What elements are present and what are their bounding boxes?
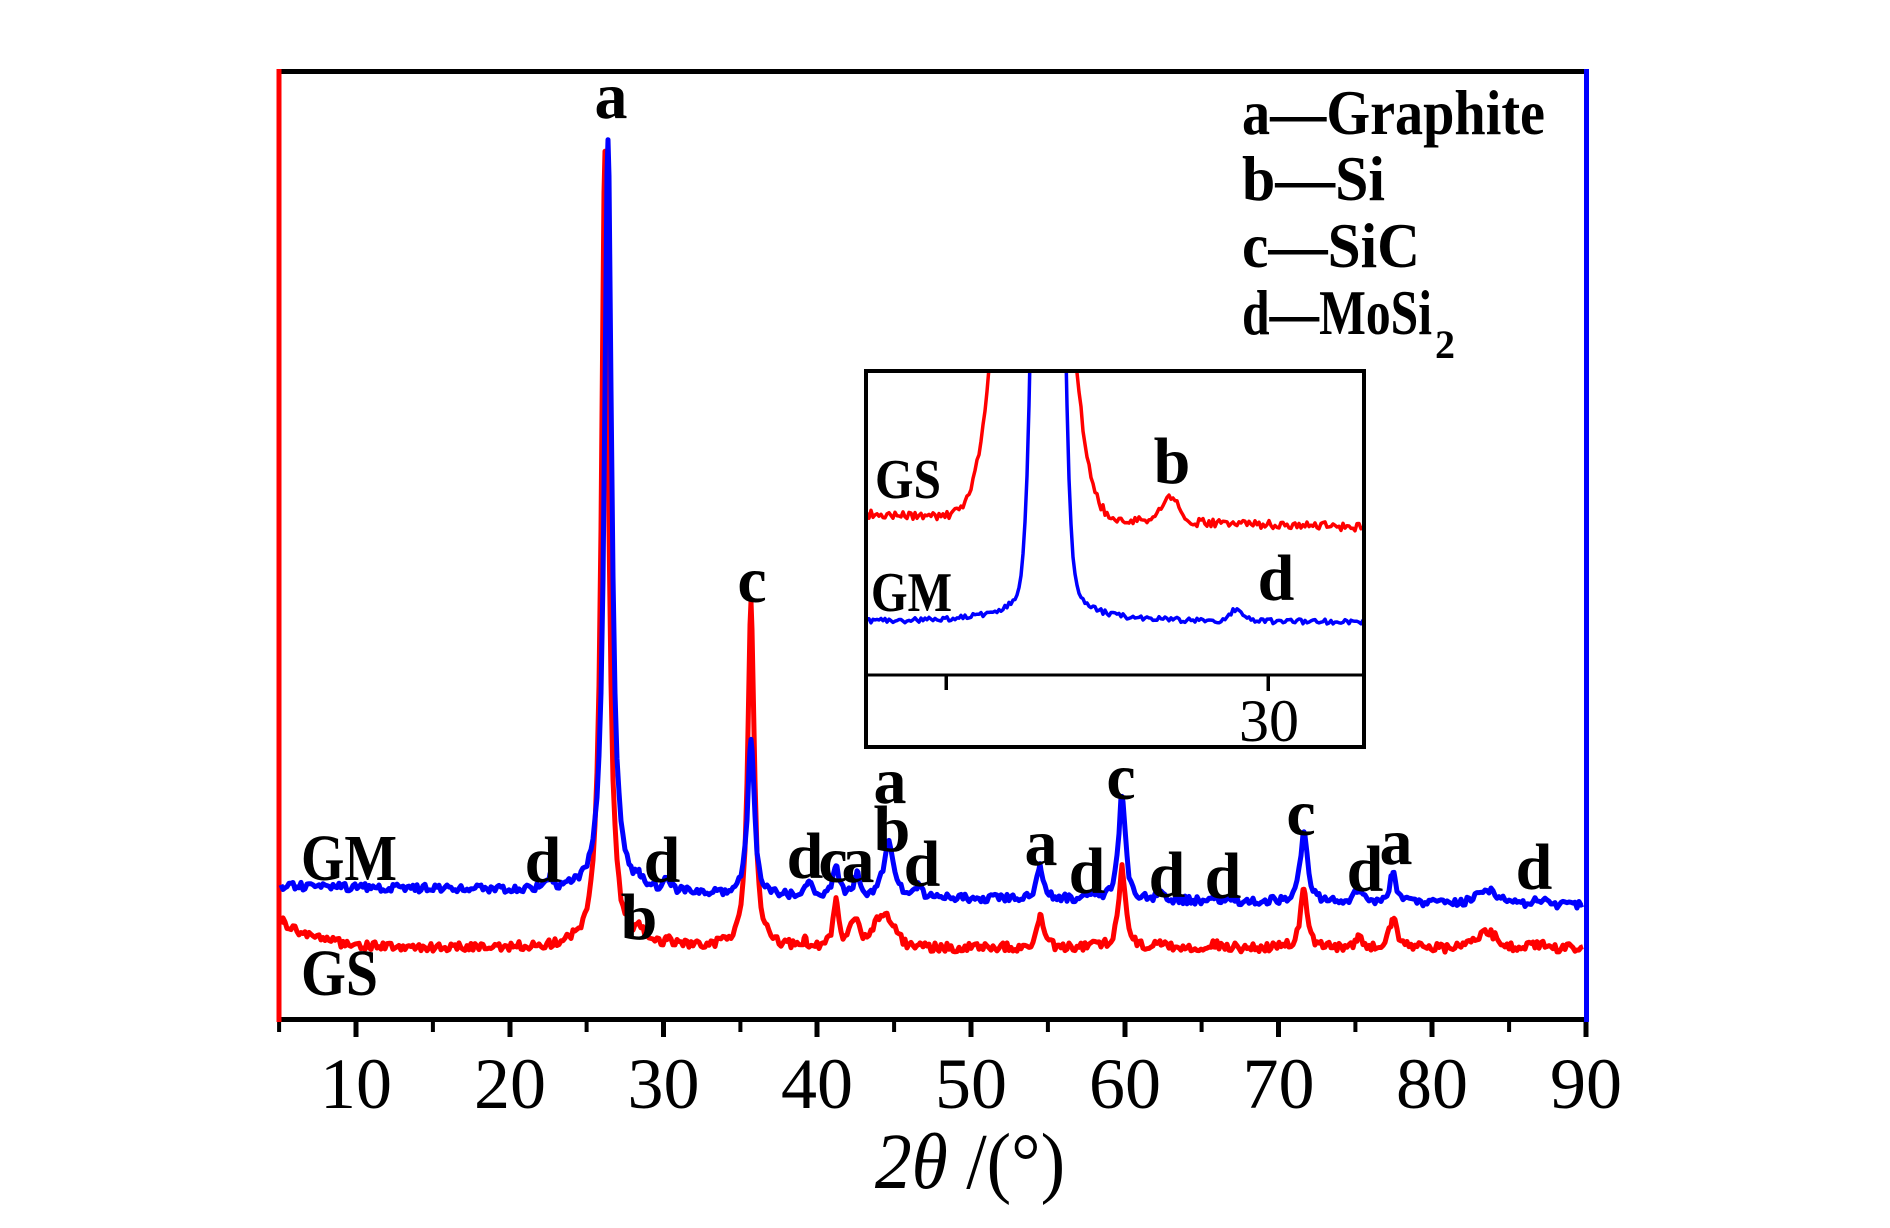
svg-text:b: b — [1154, 425, 1191, 498]
svg-text:d: d — [904, 828, 941, 901]
svg-text:30: 30 — [1239, 688, 1299, 754]
svg-text:d: d — [644, 824, 681, 897]
svg-text:d: d — [1069, 835, 1106, 908]
svg-text:2: 2 — [1435, 322, 1455, 367]
svg-text:d: d — [525, 824, 562, 897]
svg-text:a: a — [595, 60, 628, 133]
svg-text:90: 90 — [1550, 1044, 1622, 1124]
svg-text:50: 50 — [935, 1044, 1007, 1124]
svg-text:b: b — [621, 881, 658, 954]
svg-text:80: 80 — [1396, 1044, 1468, 1124]
svg-text:a: a — [1380, 806, 1413, 879]
svg-text:a: a — [874, 745, 907, 818]
svg-text:c: c — [818, 824, 847, 897]
svg-text:60: 60 — [1089, 1044, 1161, 1124]
svg-text:20: 20 — [474, 1044, 546, 1124]
svg-text:d: d — [1205, 840, 1242, 913]
svg-text:a—Graphite: a—Graphite — [1242, 77, 1545, 148]
svg-text:a: a — [842, 824, 875, 897]
svg-text:c: c — [737, 544, 766, 617]
svg-text:d: d — [1347, 833, 1384, 906]
svg-text:c: c — [1286, 777, 1315, 850]
svg-text:b: b — [874, 793, 911, 866]
svg-text:c—SiC: c—SiC — [1242, 210, 1420, 281]
svg-text:GM: GM — [871, 562, 952, 624]
svg-text:d—MoSi: d—MoSi — [1242, 277, 1432, 348]
svg-text:70: 70 — [1243, 1044, 1315, 1124]
svg-text:a: a — [1025, 807, 1058, 880]
svg-text:10: 10 — [320, 1044, 392, 1124]
svg-text:d: d — [1516, 831, 1553, 904]
svg-text:40: 40 — [781, 1044, 853, 1124]
svg-text:d: d — [1149, 839, 1186, 912]
svg-text:d: d — [1258, 542, 1295, 615]
svg-text:GS: GS — [875, 449, 941, 511]
svg-text:b—Si: b—Si — [1242, 143, 1385, 214]
svg-text:2θ /(°): 2θ /(°) — [875, 1117, 1065, 1205]
svg-text:d: d — [787, 820, 824, 893]
svg-text:GM: GM — [301, 822, 397, 895]
svg-text:c: c — [1106, 741, 1135, 814]
svg-text:30: 30 — [628, 1044, 700, 1124]
svg-text:GS: GS — [301, 937, 378, 1010]
